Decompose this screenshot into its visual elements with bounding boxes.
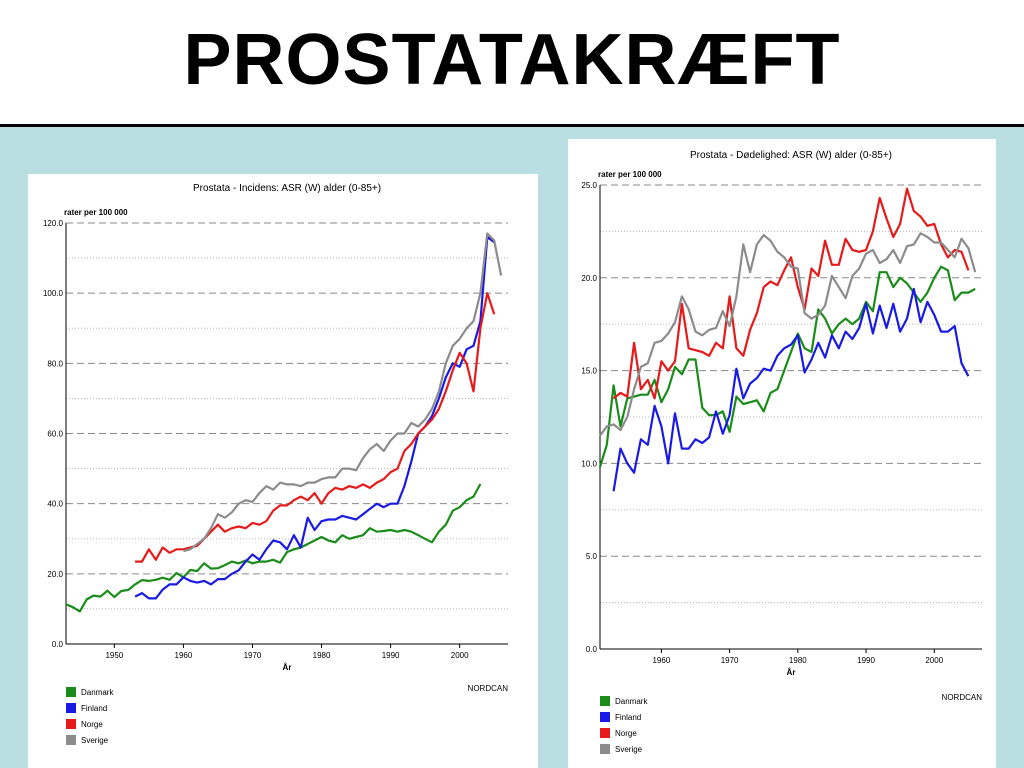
y-tick-label: 25.0 xyxy=(581,181,597,190)
legend-swatch-danmark xyxy=(600,696,610,706)
x-axis-label: År xyxy=(787,668,796,677)
chart-title: Prostata - Incidens: ASR (W) alder (0-85… xyxy=(193,183,381,194)
legend-swatch-danmark xyxy=(66,687,76,697)
series-line-danmark xyxy=(65,483,482,613)
series-line-finland xyxy=(612,287,970,492)
series-line-danmark xyxy=(598,265,976,468)
y-tick-label: 20.0 xyxy=(581,274,597,283)
y-tick-label: 0.0 xyxy=(586,645,598,654)
x-tick-label: 1960 xyxy=(652,656,670,665)
series-line-norge xyxy=(612,187,970,400)
legend-label-sverige: Sverige xyxy=(615,745,643,754)
x-tick-label: 1960 xyxy=(175,651,193,660)
x-tick-label: 1950 xyxy=(105,651,123,660)
legend-label-danmark: Danmark xyxy=(81,688,114,697)
y-tick-label: 5.0 xyxy=(586,552,598,561)
chart-title: Prostata - Dødelighed: ASR (W) alder (0-… xyxy=(690,150,892,161)
y-tick-label: 60.0 xyxy=(47,430,63,439)
legend-swatch-finland xyxy=(600,712,610,722)
mortality-chart-panel: Prostata - Dødelighed: ASR (W) alder (0-… xyxy=(568,139,996,768)
y-tick-label: 40.0 xyxy=(47,500,63,509)
x-tick-label: 1970 xyxy=(721,656,739,665)
x-axis-label: År xyxy=(283,663,292,672)
legend-swatch-sverige xyxy=(600,744,610,754)
y-axis-label: rater per 100 000 xyxy=(64,208,128,217)
x-tick-label: 1980 xyxy=(313,651,331,660)
incidence-chart-panel: Prostata - Incidens: ASR (W) alder (0-85… xyxy=(28,174,538,768)
y-tick-label: 10.0 xyxy=(581,459,597,468)
x-tick-label: 2000 xyxy=(451,651,469,660)
legend-label-finland: Finland xyxy=(81,704,107,713)
legend-label-norge: Norge xyxy=(81,720,103,729)
y-tick-label: 120.0 xyxy=(43,219,64,228)
legend-swatch-sverige xyxy=(66,735,76,745)
legend-label-finland: Finland xyxy=(615,713,641,722)
source-label: NORDCAN xyxy=(942,693,983,702)
series-line-norge xyxy=(135,292,496,563)
y-tick-label: 20.0 xyxy=(47,570,63,579)
incidence-chart: Prostata - Incidens: ASR (W) alder (0-85… xyxy=(43,183,509,745)
series-line-sverige xyxy=(599,232,977,437)
slide-title: PROSTATAKRÆFT xyxy=(183,20,841,100)
y-tick-label: 15.0 xyxy=(581,367,597,376)
x-tick-label: 2000 xyxy=(925,656,943,665)
x-tick-label: 1990 xyxy=(382,651,400,660)
legend-label-norge: Norge xyxy=(615,729,637,738)
x-tick-label: 1990 xyxy=(857,656,875,665)
source-label: NORDCAN xyxy=(468,684,509,693)
y-tick-label: 100.0 xyxy=(43,289,64,298)
x-tick-label: 1980 xyxy=(789,656,807,665)
y-tick-label: 0.0 xyxy=(52,640,64,649)
legend-swatch-finland xyxy=(66,703,76,713)
y-tick-label: 80.0 xyxy=(47,359,63,368)
legend-swatch-norge xyxy=(600,728,610,738)
x-tick-label: 1970 xyxy=(244,651,262,660)
legend-label-danmark: Danmark xyxy=(615,697,648,706)
legend-label-sverige: Sverige xyxy=(81,736,109,745)
series-line-sverige xyxy=(183,232,503,553)
y-axis-label: rater per 100 000 xyxy=(598,170,662,179)
series-line-finland xyxy=(134,235,495,600)
legend-swatch-norge xyxy=(66,719,76,729)
mortality-chart: Prostata - Dødelighed: ASR (W) alder (0-… xyxy=(581,150,983,754)
